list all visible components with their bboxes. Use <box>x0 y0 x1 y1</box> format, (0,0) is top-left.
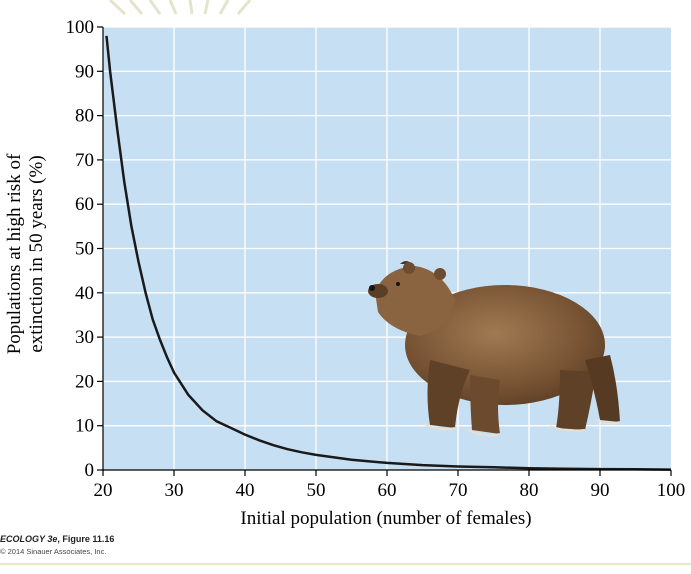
y-tick-label: 60 <box>75 194 94 215</box>
x-tick-label: 80 <box>520 480 539 501</box>
y-tick-label: 40 <box>75 283 94 304</box>
x-tick-label: 20 <box>94 480 113 501</box>
y-tick-label: 30 <box>75 327 94 348</box>
x-tick-label: 30 <box>165 480 184 501</box>
x-tick-label: 70 <box>449 480 468 501</box>
x-tick-label: 100 <box>657 480 686 501</box>
y-tick-label: 0 <box>85 460 95 481</box>
x-tick-label: 50 <box>307 480 326 501</box>
y-tick-label: 80 <box>75 106 94 127</box>
y-axis-ticks: 0 10 20 30 40 50 60 70 80 90 100 <box>66 17 103 481</box>
book-title: ECOLOGY 3e <box>0 534 58 544</box>
grizzly-bear-illustration <box>368 261 621 437</box>
y-axis-label-line2: extinction in 50 years (%) <box>26 155 47 352</box>
figure-number: , Figure 11.16 <box>57 534 115 544</box>
y-tick-label: 20 <box>75 371 94 392</box>
x-tick-label: 40 <box>236 480 255 501</box>
figure-credit: ECOLOGY 3e, Figure 11.16 <box>0 534 114 544</box>
bottom-rule <box>0 563 691 565</box>
x-axis-label: Initial population (number of females) <box>240 508 531 529</box>
y-tick-label: 90 <box>75 61 94 82</box>
header-decoration <box>108 0 252 16</box>
y-tick-label: 100 <box>66 17 95 38</box>
y-tick-label: 70 <box>75 150 94 171</box>
x-axis-ticks: 20 30 40 50 60 70 80 90 100 <box>94 470 686 501</box>
y-tick-label: 50 <box>75 239 94 260</box>
y-tick-label: 10 <box>75 416 94 437</box>
copyright-notice: © 2014 Sinauer Associates, Inc. <box>0 547 107 556</box>
y-axis-label-line1: Populations at high risk of <box>4 153 25 354</box>
x-tick-label: 60 <box>378 480 397 501</box>
series-line <box>105 35 672 471</box>
x-tick-label: 90 <box>591 480 610 501</box>
